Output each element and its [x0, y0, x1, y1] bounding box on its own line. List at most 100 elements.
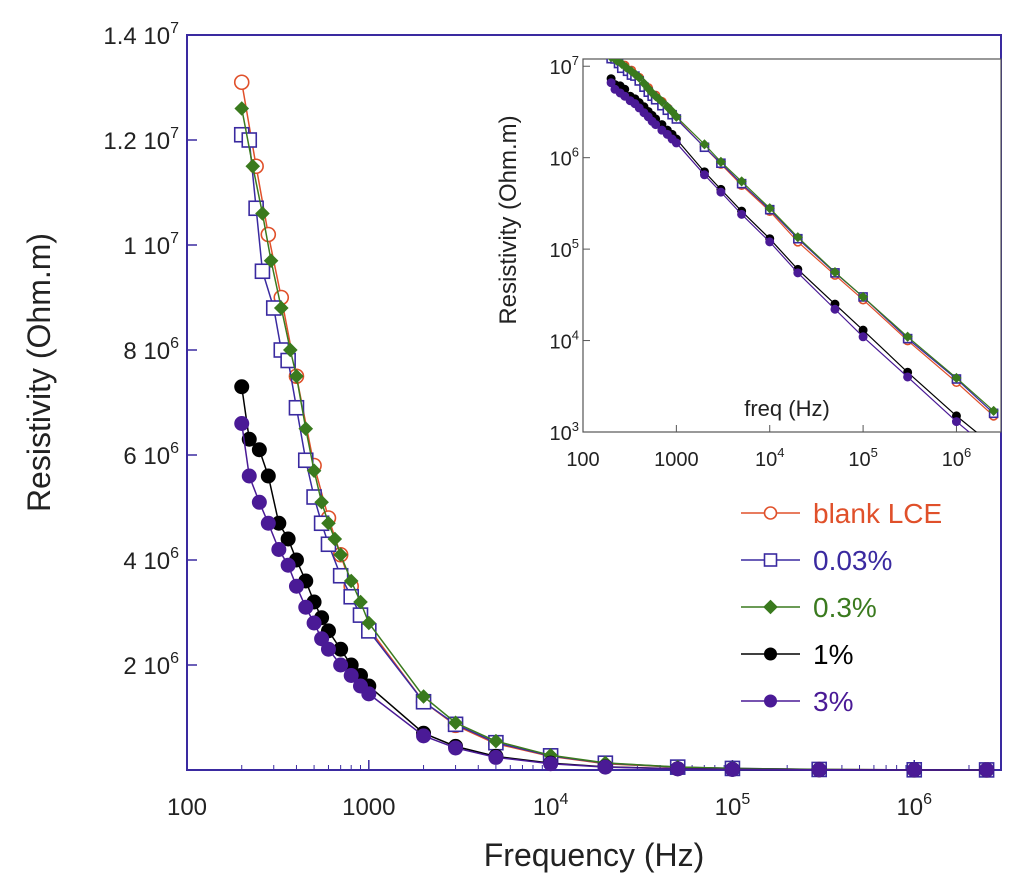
main-data-point: [233, 74, 250, 91]
main-data-point: [306, 463, 322, 479]
main-data-point: [361, 615, 377, 631]
inset-data-point: [903, 372, 913, 382]
inset-data-point: [829, 267, 841, 278]
inset-data-point: [793, 268, 803, 278]
inset-x-tick-label: 106: [942, 445, 971, 471]
main-series-2: [234, 101, 994, 778]
main-data-point: [724, 761, 740, 777]
main-data-point: [321, 515, 336, 531]
main-data-point: [260, 468, 276, 484]
main-data-point: [306, 615, 322, 631]
inset-x-tick-label: 1000: [654, 449, 699, 471]
inset-data-point: [830, 304, 840, 314]
legend-entry-2: 0.3%: [741, 592, 877, 623]
main-data-point: [234, 416, 250, 431]
legend-swatch-marker: [764, 647, 777, 661]
main-data-point: [333, 547, 348, 563]
main-data-point: [333, 657, 349, 673]
legend-entry-0: blank LCE: [741, 498, 942, 529]
main-data-point: [488, 733, 504, 749]
main-data-point: [289, 368, 304, 384]
main-data-point: [251, 494, 267, 510]
main-data-point: [361, 686, 377, 702]
main-data-point: [245, 158, 261, 174]
inset-data-point: [902, 331, 913, 342]
inset-data-point: [792, 232, 803, 243]
legend-label: 1%: [813, 639, 853, 670]
legend-label: blank LCE: [813, 498, 942, 529]
main-data-point: [288, 399, 305, 416]
main-data-point: [906, 762, 922, 778]
inset-data-point: [606, 78, 616, 88]
main-series-line: [240, 108, 987, 771]
inset-data-point: [666, 106, 678, 117]
main-data-point: [670, 761, 686, 777]
main-x-tick-label: 104: [533, 791, 569, 821]
inset-y-tick-label: 107: [550, 53, 579, 79]
inset-series-4: [606, 78, 998, 456]
main-y-tick-label: 6 106: [123, 440, 179, 470]
main-y-tick-label: 8 106: [123, 335, 179, 365]
legend-label: 3%: [813, 686, 853, 717]
main-data-point: [254, 263, 271, 280]
inset-data-point: [990, 442, 998, 450]
legend: blank LCE 0.03% 0.3% 1% 3%: [741, 498, 942, 717]
main-data-point: [260, 226, 277, 243]
inset-data-point: [715, 156, 727, 167]
main-data-point: [332, 567, 349, 584]
inset-y-axis-title: Resistivity (Ohm.m): [495, 115, 522, 324]
main-data-point: [488, 749, 504, 765]
inset-data-point: [858, 332, 868, 342]
inset-data-point: [951, 417, 961, 427]
main-data-point: [298, 421, 314, 437]
main-data-point: [543, 756, 559, 772]
main-x-tick-label: 100: [167, 794, 207, 821]
inset-data-point: [699, 170, 709, 180]
main-data-point: [298, 599, 314, 615]
inset-data-point: [656, 96, 668, 107]
main-data-point: [597, 759, 613, 775]
main-data-point: [448, 715, 463, 731]
main-x-tick-label: 1000: [342, 794, 395, 821]
legend-label: 0.03%: [813, 545, 892, 576]
inset-data-point: [857, 291, 869, 303]
inset-y-tick-label: 106: [550, 145, 579, 171]
inset-data-point: [671, 138, 681, 148]
inset-data-point: [951, 372, 962, 384]
inset-y-tick-label: 103: [550, 419, 579, 445]
main-series-4: [234, 416, 995, 778]
main-data-point: [327, 531, 343, 547]
inset-y-tick-label: 105: [550, 236, 579, 262]
inset-data-point: [611, 59, 622, 66]
main-data-point: [353, 594, 368, 610]
main-x-axis-title: Frequency (Hz): [484, 837, 705, 873]
main-data-point: [288, 578, 304, 594]
main-data-point: [234, 101, 250, 116]
main-data-point: [280, 531, 296, 547]
legend-swatch-marker: [764, 694, 777, 708]
inset-series-2: [607, 59, 999, 417]
main-y-tick-label: 2 106: [123, 650, 179, 680]
main-data-point: [314, 494, 329, 510]
main-data-point: [448, 740, 464, 756]
main-data-point: [263, 253, 279, 269]
inset-data-point: [765, 237, 775, 247]
legend-label: 0.3%: [813, 592, 877, 623]
main-data-point: [343, 573, 359, 589]
main-data-point: [271, 542, 287, 557]
main-data-point: [251, 442, 267, 458]
inset-data-point: [737, 209, 747, 219]
main-data-point: [282, 342, 298, 358]
inset-x-tick-label: 105: [848, 445, 877, 471]
inset-data-point: [736, 176, 747, 187]
main-data-point: [234, 379, 250, 395]
main-data-point: [979, 762, 995, 778]
inset-x-tick-label: 100: [566, 449, 599, 471]
inset-data-point: [990, 448, 998, 456]
inset-data-point: [607, 59, 615, 63]
main-data-point: [343, 668, 359, 683]
inset-data-point: [651, 120, 661, 130]
main-data-point: [416, 689, 431, 704]
main-data-point: [320, 641, 336, 657]
